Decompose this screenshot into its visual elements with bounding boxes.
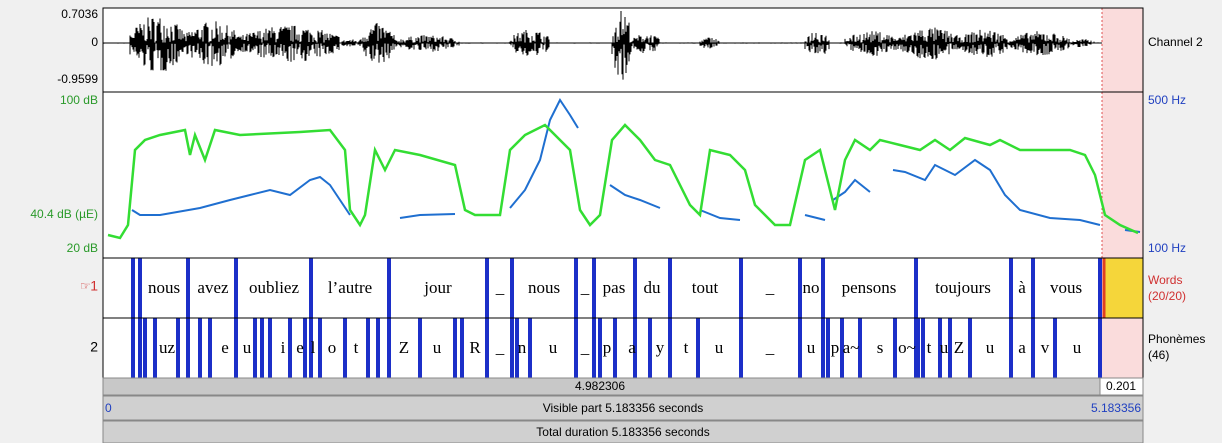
phoneme-label: e xyxy=(221,338,229,357)
selection xyxy=(1102,8,1143,378)
total: Total duration 5.183356 seconds xyxy=(536,425,709,439)
vis-part: Visible part 5.183356 seconds xyxy=(543,401,704,415)
phoneme-label: u xyxy=(549,338,558,357)
phoneme-label: a~ xyxy=(843,338,860,357)
sel-left: 4.982306 xyxy=(575,379,625,393)
sel-bar-right[interactable] xyxy=(1099,377,1144,396)
pitch-curve xyxy=(699,209,741,221)
word-label: pas xyxy=(603,278,626,297)
phoneme-label: p xyxy=(603,338,612,357)
word-label: à xyxy=(1018,278,1026,297)
phoneme-label: u xyxy=(243,338,252,357)
pitch-curve xyxy=(804,214,826,221)
visible-bar[interactable] xyxy=(102,395,1144,421)
tier1-name: Words xyxy=(1148,273,1182,287)
phoneme-label: n xyxy=(518,338,527,357)
phoneme-label: _ xyxy=(495,338,505,357)
phoneme-label: u xyxy=(1073,338,1082,357)
word-label: jour xyxy=(423,278,452,297)
vis-start: 0 xyxy=(105,401,112,415)
wave-max: 0.7036 xyxy=(61,7,98,21)
phoneme-label: u xyxy=(807,338,816,357)
phoneme-label: o xyxy=(328,338,337,357)
selected-interval xyxy=(1104,258,1143,318)
phoneme-label: u xyxy=(986,338,995,357)
word-label: vous xyxy=(1050,278,1082,297)
word-label: no xyxy=(803,278,820,297)
channel: Channel 2 xyxy=(1148,35,1203,49)
vis-end: 5.183356 xyxy=(1091,401,1141,415)
pitch-curve xyxy=(609,184,661,209)
word-label: _ xyxy=(765,278,775,297)
phoneme-label: p xyxy=(831,338,840,357)
tier1-number: 1 xyxy=(90,278,98,294)
phoneme-label: R xyxy=(469,338,481,357)
intensity-curve xyxy=(107,123,1139,240)
pitch-top: 500 Hz xyxy=(1148,93,1186,107)
tier2-number: 2 xyxy=(90,339,98,355)
pitch-curve xyxy=(892,158,1101,226)
phoneme-label: u xyxy=(940,338,949,357)
word-label: toujours xyxy=(935,278,991,297)
phoneme-label: e xyxy=(296,338,304,357)
hand-icon: ☞ xyxy=(80,279,91,293)
pitch-curve xyxy=(131,175,351,216)
int-top: 100 dB xyxy=(60,93,98,107)
phoneme-label: v xyxy=(1041,338,1050,357)
phoneme-label: u xyxy=(433,338,442,357)
word-label: _ xyxy=(495,278,505,297)
phoneme-label: t xyxy=(354,338,359,357)
tier1-count: (20/20) xyxy=(1148,289,1186,303)
word-label: tout xyxy=(692,278,719,297)
word-label: nous xyxy=(148,278,180,297)
wave-min: -0.9599 xyxy=(57,72,98,86)
phoneme-label: t xyxy=(684,338,689,357)
waveform xyxy=(103,11,1102,80)
pitch-curve xyxy=(509,98,579,209)
total-bar[interactable] xyxy=(102,420,1144,443)
word-label: avez xyxy=(197,278,229,297)
phoneme-label: l xyxy=(311,338,316,357)
int-bottom: 20 dB xyxy=(67,241,98,255)
pitch-bottom: 100 Hz xyxy=(1148,241,1186,255)
tier2-count: (46) xyxy=(1148,348,1169,362)
phoneme-label: t xyxy=(927,338,932,357)
tier2-name: Phonèmes xyxy=(1148,332,1205,346)
phoneme-label: o~ xyxy=(898,338,916,357)
word-label: pensons xyxy=(842,278,897,297)
phoneme-label: Z xyxy=(954,338,964,357)
sel-right: 0.201 xyxy=(1106,379,1136,393)
wave-zero: 0 xyxy=(91,35,98,49)
phoneme-label: Z xyxy=(399,338,409,357)
phoneme-label: _ xyxy=(765,338,775,357)
word-label: _ xyxy=(580,278,590,297)
phoneme-label: uz xyxy=(159,338,176,357)
phoneme-label: a xyxy=(1018,338,1026,357)
word-label: nous xyxy=(528,278,560,297)
phoneme-label: s xyxy=(877,338,884,357)
word-label: du xyxy=(644,278,662,297)
int-mid: 40.4 dB (µE) xyxy=(30,207,98,221)
word-label: l’autre xyxy=(328,278,372,297)
pitch-curve xyxy=(399,213,456,219)
phoneme-label: a xyxy=(628,338,636,357)
phoneme-label: _ xyxy=(580,338,590,357)
phoneme-label: u xyxy=(715,338,724,357)
phoneme-label: i xyxy=(281,338,286,357)
word-label: oubliez xyxy=(249,278,299,297)
phoneme-label: y xyxy=(656,338,665,357)
